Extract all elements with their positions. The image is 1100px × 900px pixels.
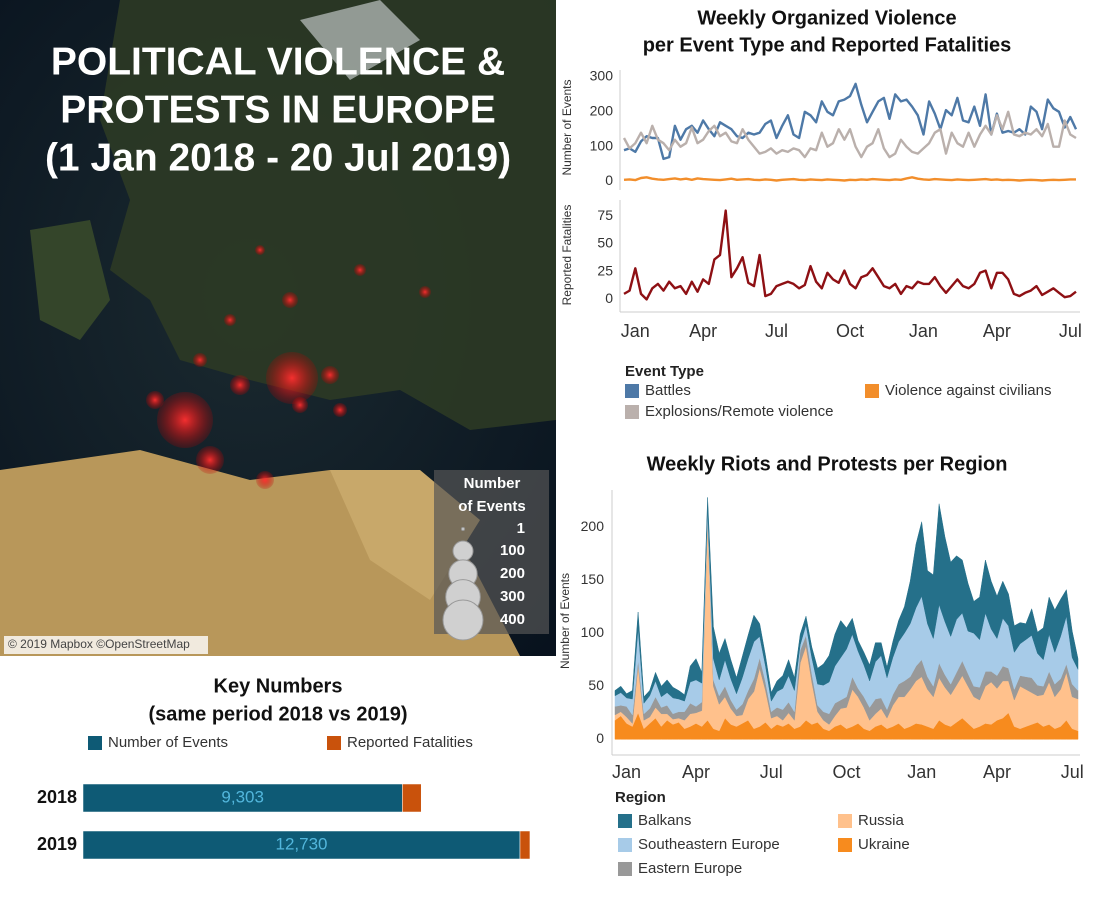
legend-swatch (625, 405, 639, 419)
map-legend-title: Number (464, 475, 521, 492)
attribution-box (4, 636, 208, 654)
x-tick-label: Jul (765, 321, 788, 341)
legend-label: Violence against civilians (885, 382, 1052, 399)
legend-title: Region (615, 789, 666, 806)
map-legend-circle (452, 540, 474, 562)
map-legend-circle (442, 599, 484, 641)
x-tick-label: Jul (1061, 762, 1084, 782)
legend-label: Number of Events (108, 734, 228, 751)
y-tick-label: 75 (597, 207, 613, 223)
bar-segment (82, 830, 521, 860)
x-tick-label: Apr (983, 321, 1011, 341)
map-land (30, 220, 110, 340)
y-tick-label: 200 (581, 518, 605, 534)
map-legend-label: 200 (500, 565, 525, 582)
bar-segment (402, 783, 422, 813)
bar-value-label: 9,303 (221, 787, 264, 806)
legend-label: Russia (858, 812, 905, 829)
x-tick-label: Jan (907, 762, 936, 782)
y-axis-label: Reported Fatalities (560, 205, 574, 306)
x-tick-label: Apr (682, 762, 710, 782)
y-tick-label: 25 (597, 262, 613, 278)
map-event-glow (146, 245, 431, 489)
y-tick-label: 100 (581, 624, 605, 640)
chart-title: Weekly Organized Violence (697, 7, 956, 29)
legend-label: Ukraine (858, 836, 910, 853)
series-line (623, 82, 1078, 161)
map-title-line: POLITICAL VIOLENCE & (51, 40, 505, 83)
chart-title: (same period 2018 vs 2019) (148, 703, 407, 725)
x-tick-label: Jan (612, 762, 641, 782)
series-line (623, 209, 1077, 301)
y-tick-label: 200 (590, 103, 614, 119)
y-tick-label: 0 (596, 730, 604, 746)
series-line (623, 176, 1076, 182)
legend-label: Explosions/Remote violence (645, 403, 833, 420)
legend-swatch (625, 384, 639, 398)
y-tick-label: 50 (588, 677, 604, 693)
map-title-line: (1 Jan 2018 - 20 Jul 2019) (45, 136, 511, 179)
series-line (622, 110, 1077, 159)
map-legend-label: 300 (500, 588, 525, 605)
map-land (0, 450, 520, 656)
y-tick-label: 150 (581, 571, 605, 587)
legend-swatch (838, 838, 852, 852)
legend-title: Event Type (625, 363, 704, 380)
legend-label: Southeastern Europe (638, 836, 780, 853)
y-tick-label: 0 (605, 172, 613, 188)
x-tick-label: Jul (760, 762, 783, 782)
x-tick-label: Apr (689, 321, 717, 341)
x-tick-label: Jan (909, 321, 938, 341)
legend-swatch (327, 736, 341, 750)
map-legend-label: 100 (500, 542, 525, 559)
category-label: 2019 (37, 834, 77, 854)
y-tick-label: 0 (605, 290, 613, 306)
y-tick-label: 50 (597, 235, 613, 251)
legend-swatch (618, 862, 632, 876)
legend-swatch (865, 384, 879, 398)
legend-swatch (618, 838, 632, 852)
map-legend-title: of Events (458, 498, 526, 515)
x-tick-label: Jan (621, 321, 650, 341)
y-tick-label: 100 (590, 137, 614, 153)
map-title-line: PROTESTS IN EUROPE (60, 88, 496, 131)
legend-label: Balkans (638, 812, 691, 829)
chart-title: Weekly Riots and Protests per Region (647, 453, 1008, 475)
map-panel: POLITICAL VIOLENCE & PROTESTS IN EUROPE … (0, 0, 556, 656)
legend-swatch (88, 736, 102, 750)
attribution: © 2019 Mapbox ©OpenStreetMap (8, 637, 190, 651)
map-land (100, 0, 556, 430)
x-tick-label: Apr (983, 762, 1011, 782)
bar-segment (519, 830, 531, 860)
charts: Weekly Organized Violence per Event Type … (37, 7, 1084, 877)
chart-title: per Event Type and Reported Fatalities (643, 34, 1012, 56)
legend-label: Eastern Europe (638, 860, 742, 877)
x-tick-label: Oct (832, 762, 860, 782)
map-legend-label: 1 (517, 520, 525, 537)
y-axis-label: Number of Events (558, 573, 572, 669)
legend-swatch (838, 814, 852, 828)
map-legend: 1 100 200 300 400 (442, 520, 525, 641)
legend-label: Reported Fatalities (347, 734, 473, 751)
y-axis-label: Number of Events (560, 79, 574, 175)
legend-swatch (618, 814, 632, 828)
map-ice (300, 0, 420, 80)
legend-label: Battles (645, 382, 691, 399)
bar-value-label: 12,730 (276, 834, 328, 853)
chart-title: Key Numbers (214, 675, 343, 697)
x-tick-label: Oct (836, 321, 864, 341)
map-legend-circle (461, 527, 465, 531)
map-legend-label: 400 (500, 611, 525, 628)
y-tick-label: 300 (590, 68, 614, 84)
x-tick-label: Jul (1059, 321, 1082, 341)
category-label: 2018 (37, 787, 77, 807)
stacked-area (614, 497, 1079, 704)
